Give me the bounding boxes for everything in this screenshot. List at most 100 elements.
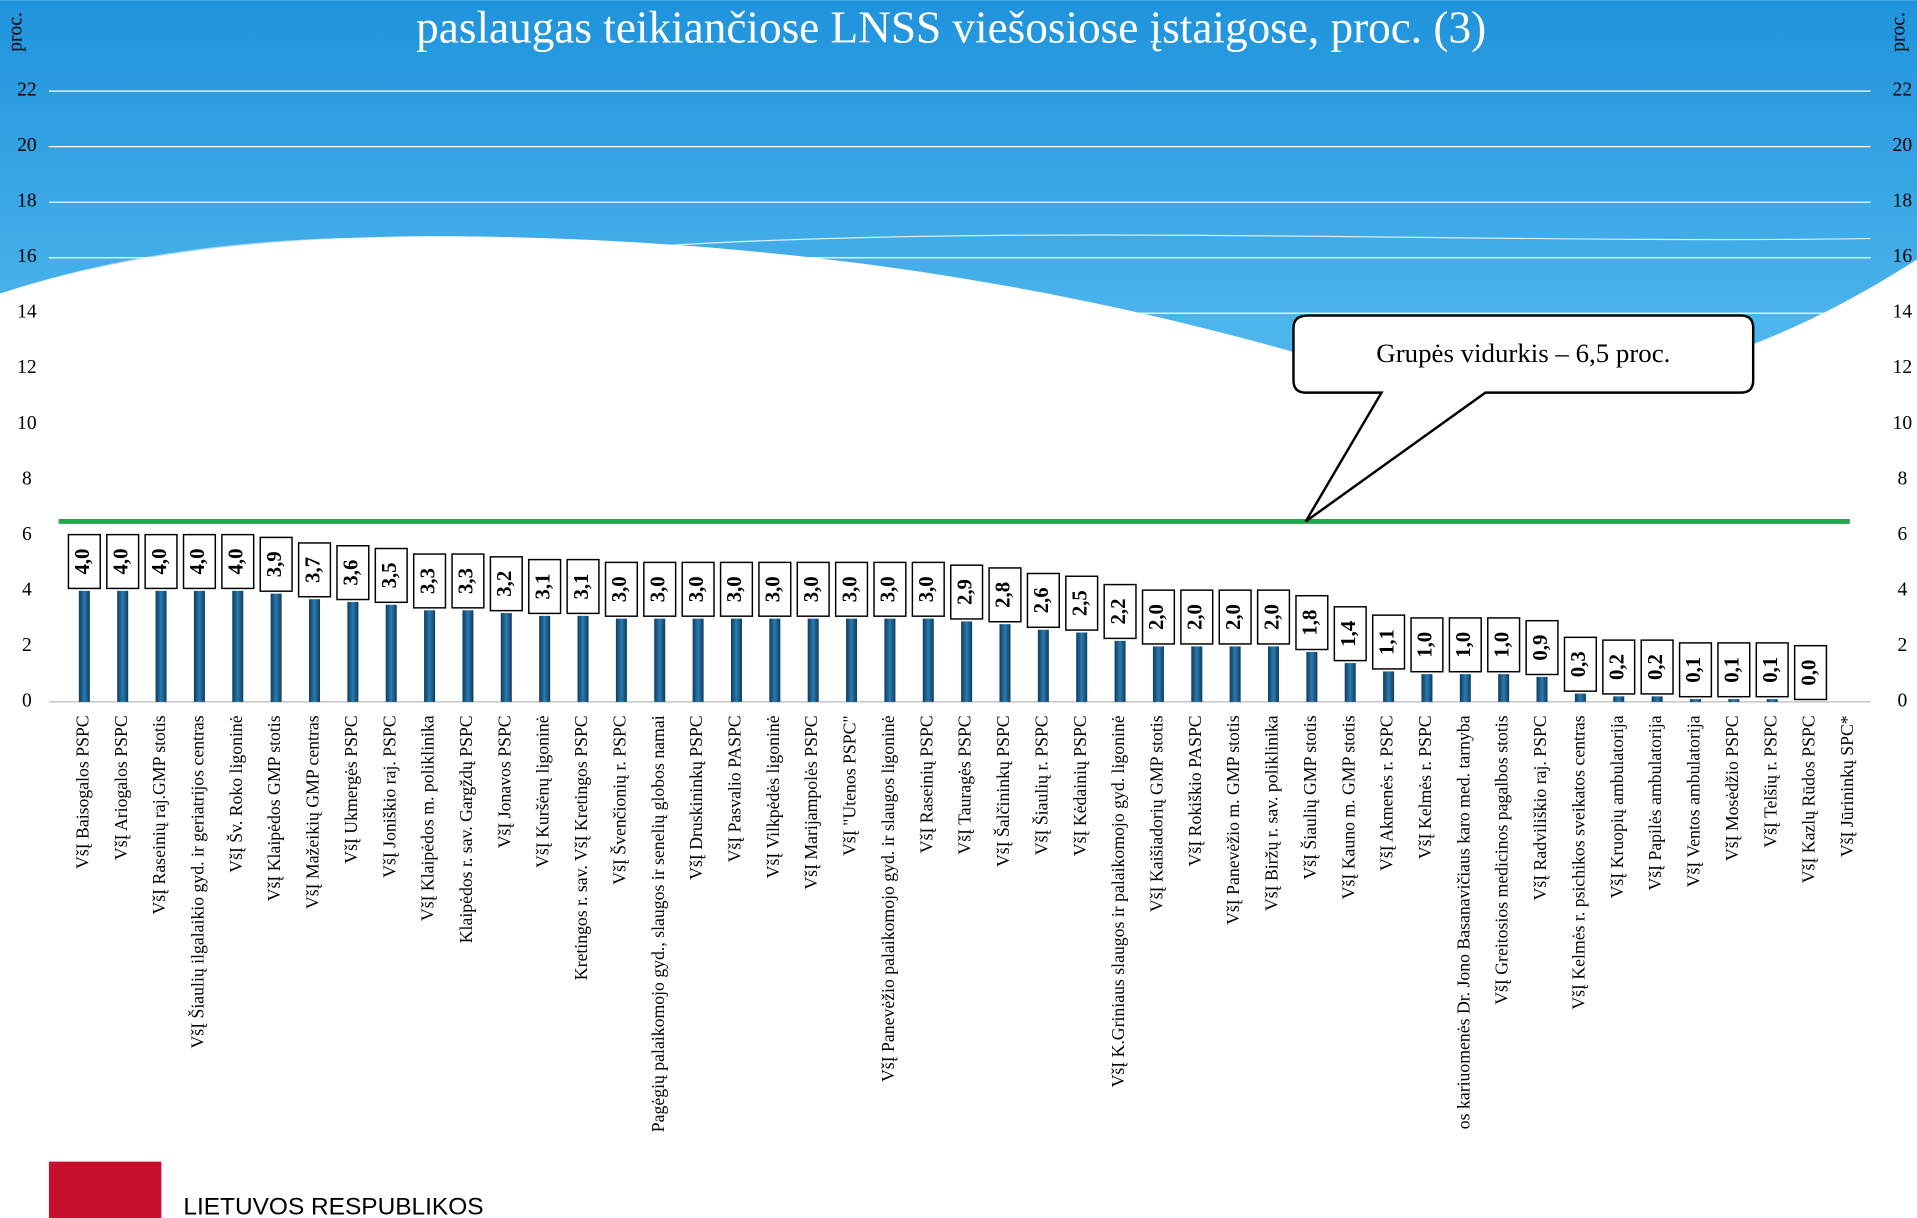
x-tick-label: VšĮ Druskininkų PSPC (686, 715, 706, 879)
x-tick-label: VšĮ Radviliškio raj. PSPC (1530, 715, 1550, 900)
value-label: 4,0 (225, 549, 248, 575)
mean-annotation: Grupės vidurkis – 6,5 proc. (1376, 338, 1670, 368)
value-label: 0,9 (1529, 635, 1552, 661)
bar (1460, 674, 1471, 702)
bar (1537, 677, 1548, 702)
value-label: 3,1 (531, 574, 554, 600)
y-tick-label: 12 (17, 357, 37, 378)
value-label: 2,0 (1260, 604, 1283, 630)
bar (501, 613, 512, 702)
y-tick-label-right: 14 (1893, 302, 1913, 323)
value-label: 2,9 (953, 579, 976, 605)
y-tick-label-right: 2 (1897, 635, 1907, 656)
x-tick-label: VšĮ Baisogalos PSPC (72, 715, 92, 869)
x-tick-label: VšĮ Švenčionių r. PSPC (609, 715, 629, 884)
bar (271, 594, 282, 702)
x-tick-label: VšĮ Kauno m. GMP stotis (1338, 715, 1358, 899)
y-tick-label: 14 (17, 302, 37, 323)
bar (1230, 646, 1241, 702)
bar (79, 591, 90, 702)
bar (1038, 630, 1049, 702)
bar (1421, 674, 1432, 702)
y-tick-label: 22 (17, 80, 37, 101)
x-tick-label: VšĮ Raseinių PSPC (916, 715, 936, 853)
x-tick-label: VšĮ Tauragės PSPC (955, 715, 975, 854)
bar (347, 602, 358, 702)
y-tick-label: 8 (22, 468, 32, 489)
value-label: 0,1 (1759, 657, 1782, 683)
value-label: 4,0 (186, 549, 209, 575)
bar (1383, 671, 1394, 702)
y-tick-label: 6 (22, 524, 32, 545)
value-label: 3,0 (608, 576, 631, 602)
value-label: 4,0 (71, 549, 94, 575)
bar (194, 591, 205, 702)
bar (539, 616, 550, 702)
x-tick-label: VšĮ Vilkpėdės ligoninė (763, 715, 783, 878)
y-tick-label: 0 (22, 690, 32, 711)
chart: paslaugas teikiančiose LNSS viešosiose į… (0, 0, 1917, 1218)
x-tick-label: VšĮ Papilės ambulatorija (1645, 715, 1665, 890)
bar (156, 591, 167, 702)
x-tick-label: VšĮ Klaipėdos m. poliklinika (418, 715, 438, 921)
y-tick-label-right: 16 (1893, 246, 1913, 267)
x-tick-label: VšĮ Šiaulių GMP stotis (1300, 715, 1320, 879)
y-tick-label-right: 22 (1893, 80, 1913, 101)
x-tick-label: VšĮ Mažeikių GMP centras (303, 715, 323, 909)
bar (232, 591, 243, 702)
bar (884, 619, 895, 702)
x-tick-label: VšĮ Rokiškio PASPC (1185, 715, 1205, 866)
y-tick-label: 4 (22, 579, 32, 600)
y-tick-label-right: 18 (1893, 191, 1913, 212)
value-label: 0,2 (1644, 654, 1667, 680)
x-tick-label: VšĮ Panevėžio m. GMP stotis (1223, 715, 1243, 925)
chart-title: paslaugas teikiančiose LNSS viešosiose į… (416, 2, 1486, 52)
value-label: 4,0 (109, 549, 132, 575)
bar (731, 619, 742, 702)
value-label: 3,0 (723, 576, 746, 602)
y-axis-label: proc. (6, 12, 27, 52)
value-label: 2,8 (992, 582, 1015, 608)
value-label: 3,7 (301, 557, 324, 583)
value-label: 3,0 (762, 576, 785, 602)
bar (1076, 633, 1087, 702)
bar (654, 619, 665, 702)
bar (462, 610, 473, 702)
x-tick-label: VšĮ Ukmergės PSPC (341, 715, 361, 863)
x-tick-label: VšĮ Mosėdžio PSPC (1722, 715, 1742, 861)
x-tick-label: VšĮ Telšių r. PSPC (1760, 715, 1780, 847)
footer-text: LIETUVOS RESPUBLIKOS (183, 1194, 483, 1218)
bar (578, 616, 589, 702)
x-tick-label: VšĮ Šv. Roko ligoninė (226, 715, 246, 872)
value-label: 1,0 (1414, 632, 1437, 658)
x-tick-label: VšĮ Akmenės r. PSPC (1377, 715, 1397, 871)
x-tick-label: VšĮ Šalčininkų PSPC (993, 715, 1013, 867)
y-tick-label-right: 10 (1893, 413, 1913, 434)
x-tick-label: Pagėgių palaikomojo gyd., slaugos ir sen… (648, 715, 668, 1132)
x-tick-label: os kariuomenės Dr. Jono Basanavičiaus ka… (1453, 715, 1473, 1129)
value-label: 3,0 (838, 576, 861, 602)
bar (1613, 696, 1624, 702)
value-label: 0,3 (1567, 651, 1590, 677)
bar (1652, 696, 1663, 702)
value-label: 3,9 (263, 551, 286, 577)
value-label: 4,0 (148, 549, 171, 575)
y-tick-label-right: 6 (1897, 524, 1907, 545)
bar (1191, 646, 1202, 702)
value-label: 2,0 (1184, 604, 1207, 630)
value-label: 1,4 (1337, 621, 1360, 647)
value-label: 2,5 (1068, 590, 1091, 616)
bar (961, 621, 972, 702)
value-label: 3,3 (455, 568, 478, 594)
value-label: 3,0 (685, 576, 708, 602)
logo-shield (49, 1162, 161, 1218)
bar (1498, 674, 1509, 702)
value-label: 3,0 (647, 576, 670, 602)
bar (1153, 646, 1164, 702)
x-tick-label: VšĮ Šiaulių ilgalaikio gyd. ir geriatrij… (187, 715, 207, 1048)
x-tick-label: VšĮ Raseinių raj.GMP stotis (149, 715, 169, 914)
bar (1268, 646, 1279, 702)
bar (846, 619, 857, 702)
y-tick-label-right: 12 (1893, 357, 1913, 378)
y-tick-label: 10 (17, 413, 37, 434)
